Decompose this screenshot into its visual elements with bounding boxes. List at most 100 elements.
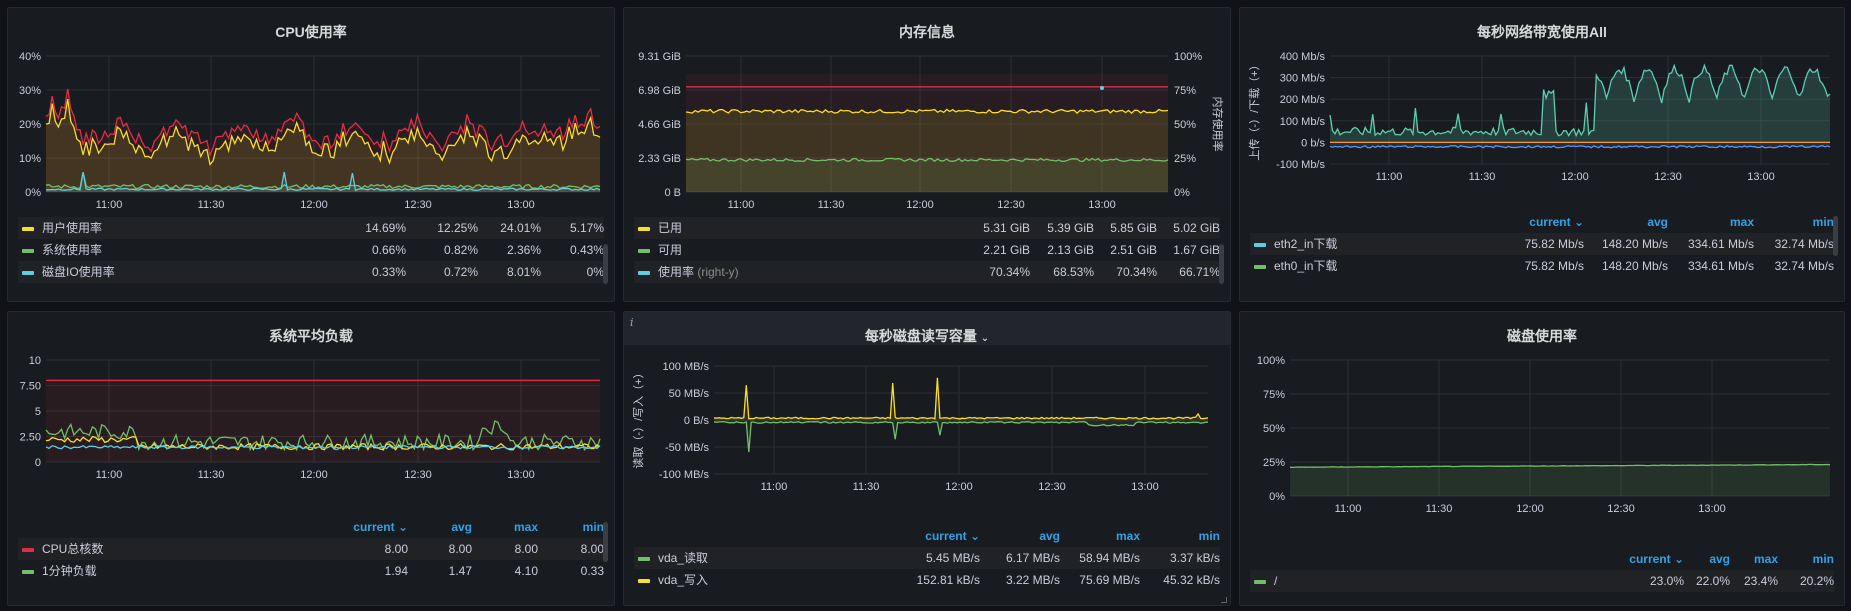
legend-value: 66.71% [1179,265,1220,279]
x-tick-label: 11:00 [96,199,123,211]
legend-header-current[interactable]: current ⌄ [1529,215,1584,229]
legend-value: 6.17 MB/s [1005,551,1060,565]
legend-header-max[interactable]: max [1729,215,1754,229]
x-tick-label: 11:30 [818,199,845,211]
legend-header-avg[interactable]: avg [1647,215,1668,229]
legend-item[interactable]: 1分钟负载 0.33 4.10 1.47 1.94 [18,560,604,582]
legend-name[interactable]: vda_写入 [658,573,709,587]
legend-header-max[interactable]: max [513,520,538,534]
panel-title[interactable]: CPU使用率 [275,24,347,40]
legend-value: 75.82 Mb/s [1524,259,1584,273]
x-tick-label: 12:30 [1654,171,1682,183]
legend-name[interactable]: 使用率 (right-y) [658,265,739,279]
chevron-down-icon[interactable]: ⌄ [980,333,990,344]
panel-title[interactable]: 每秒网络带宽使用All [1477,24,1607,40]
load-chart[interactable]: 10 7.50 5 2.50 0 11:00 11:30 12:00 12:30 13:00 [8,348,615,518]
legend-item[interactable]: eth0_in下载 32.74 Mb/s 334.61 Mb/s 148.20 Mb/… [1250,255,1834,277]
scrollbar[interactable] [1219,244,1224,284]
panel-title[interactable]: 内存信息 [899,24,955,40]
legend-header-current[interactable]: current ⌄ [925,529,980,543]
panel-title[interactable]: 系统平均负载 [269,328,353,344]
legend-header-min[interactable]: min [1198,529,1220,543]
x-tick-label: 12:30 [404,469,432,481]
legend-item[interactable]: 系统使用率 0.43% 2.36% 0.82% 0.66% [18,239,604,261]
x-tick-label: 11:00 [96,469,123,481]
y-tick-label: 0 [35,457,41,469]
legend-item[interactable]: / 20.2% 23.4% 22.0% 23.0% [1250,570,1834,592]
legend-item[interactable]: vda_读取 3.37 kB/s 58.94 MB/s 6.17 MB/s 5.45 M… [634,547,1220,569]
legend-header-min[interactable]: min [582,520,604,534]
legend-header-avg[interactable]: avg [1039,529,1060,543]
legend-header: min max avg current ⌄ [1250,211,1834,233]
legend-name[interactable]: / [1274,574,1278,588]
legend-header-current[interactable]: current ⌄ [353,520,408,534]
legend-value: 148.20 Mb/s [1601,237,1668,251]
x-tick-label: 11:30 [1426,503,1453,515]
disk-io-chart[interactable]: 100 MB/s 50 MB/s 0 B/s -50 MB/s -100 MB/s 11:… [624,348,1231,528]
legend-item[interactable]: 可用 1.67 GiB 2.51 GiB 2.13 GiB 2.21 GiB [634,239,1220,261]
legend-header-avg[interactable]: avg [1709,552,1730,566]
legend-item[interactable]: CPU总核数 8.00 8.00 8.00 8.00 [18,538,604,560]
x-tick-label: 12:00 [300,199,328,211]
legend-swatch [638,249,650,253]
legend-name[interactable]: 系统使用率 [42,243,103,257]
y-tick-label: 20% [19,119,41,131]
legend-item[interactable]: 用户使用率 5.17% 24.01% 12.25% 14.69% [18,217,604,239]
legend-name[interactable]: vda_读取 [658,551,709,565]
memory-chart[interactable]: 9.31 GiB 6.98 GiB 4.66 GiB 2.33 GiB 0 B 100% 7… [624,44,1231,249]
legend-item[interactable]: 已用 5.02 GiB 5.85 GiB 5.39 GiB 5.31 GiB [634,217,1220,239]
cpu-user-area [46,99,600,192]
legend-value: 1.47 [448,564,472,578]
legend-value: 3.37 kB/s [1169,551,1220,565]
legend-value: 5.31 GiB [983,221,1030,235]
scrollbar[interactable] [603,244,608,284]
legend-header-max[interactable]: max [1115,529,1140,543]
y-right-axis-label: 内存使用率 [1211,97,1225,152]
legend-item[interactable]: 使用率 (right-y) 66.71% 70.34% 68.53% 70.34% [634,261,1220,283]
legend-name[interactable]: eth2_in下载 [1274,237,1338,251]
legend-name[interactable]: 可用 [658,243,683,257]
y-axis-label: 读取（-）/写入（+） [631,367,645,468]
scrollbar[interactable] [603,522,608,562]
legend-value: 12.25% [437,221,478,235]
legend-header-avg[interactable]: avg [451,520,472,534]
info-icon[interactable]: i [630,316,634,329]
legend-value: 2.36% [506,243,541,257]
legend-header-current[interactable]: current ⌄ [1629,552,1684,566]
x-tick-label: 13:00 [1698,503,1726,515]
legend-header-min[interactable]: min [1812,552,1834,566]
disk-root-area [1290,464,1830,496]
y-tick-label: 10% [19,153,41,165]
legend-header: min max avg current ⌄ [1250,548,1834,570]
x-tick-label: 12:00 [300,469,328,481]
legend-value: 5.85 GiB [1110,221,1157,235]
resize-handle-icon[interactable] [1221,597,1227,603]
disk-usage-chart[interactable]: 100% 75% 50% 25% 0% 11:00 11:30 12:00 12:30 13:00 [1240,348,1845,528]
cpu-chart[interactable]: 40% 30% 20% 10% 0% 11:00 11:30 12:00 12:30 13:00 [8,44,615,249]
legend-item[interactable]: 磁盘IO使用率 0% 8.01% 0.72% 0.33% [18,261,604,283]
disk-usage-panel: 磁盘使用率 100% 75% 50% 25% 0% 11:00 11:30 12:00 12:3… [1239,311,1845,606]
legend-value: 0.43% [569,243,604,257]
legend-header-min[interactable]: min [1812,215,1834,229]
legend-header-max[interactable]: max [1753,552,1778,566]
x-tick-label: 12:00 [906,199,934,211]
legend-item[interactable]: eth2_in下载 32.74 Mb/s 334.61 Mb/s 148.20 Mb/… [1250,233,1834,255]
legend-value: 45.32 kB/s [1163,573,1220,587]
panel-title[interactable]: 磁盘使用率 [1507,328,1577,344]
network-chart[interactable]: 400 Mb/s 300 Mb/s 200 Mb/s 100 Mb/s 0 b/s -10… [1240,44,1845,214]
x-tick-label: 13:00 [507,199,535,211]
legend-item[interactable]: vda_写入 45.32 kB/s 75.69 MB/s 3.22 MB/s 152.8… [634,569,1220,591]
y-tick-label: 0 B/s [684,415,710,427]
legend-value: 70.34% [1116,265,1157,279]
memory-panel: 内存信息 9.31 GiB 6.98 GiB 4.66 GiB 2.33 GiB 0 B… [623,7,1231,302]
legend-name[interactable]: 磁盘IO使用率 [42,265,115,279]
legend-name[interactable]: eth0_in下载 [1274,259,1338,273]
scrollbar[interactable] [1833,216,1838,256]
x-tick-label: 12:30 [404,199,432,211]
legend-name[interactable]: 用户使用率 [42,221,103,235]
y-tick-label: 2.33 GiB [638,153,681,165]
legend-name[interactable]: 已用 [658,221,683,235]
legend-name[interactable]: CPU总核数 [42,542,104,556]
panel-title[interactable]: 每秒磁盘读写容量 ⌄ [624,326,1230,346]
legend-name[interactable]: 1分钟负载 [42,564,97,578]
